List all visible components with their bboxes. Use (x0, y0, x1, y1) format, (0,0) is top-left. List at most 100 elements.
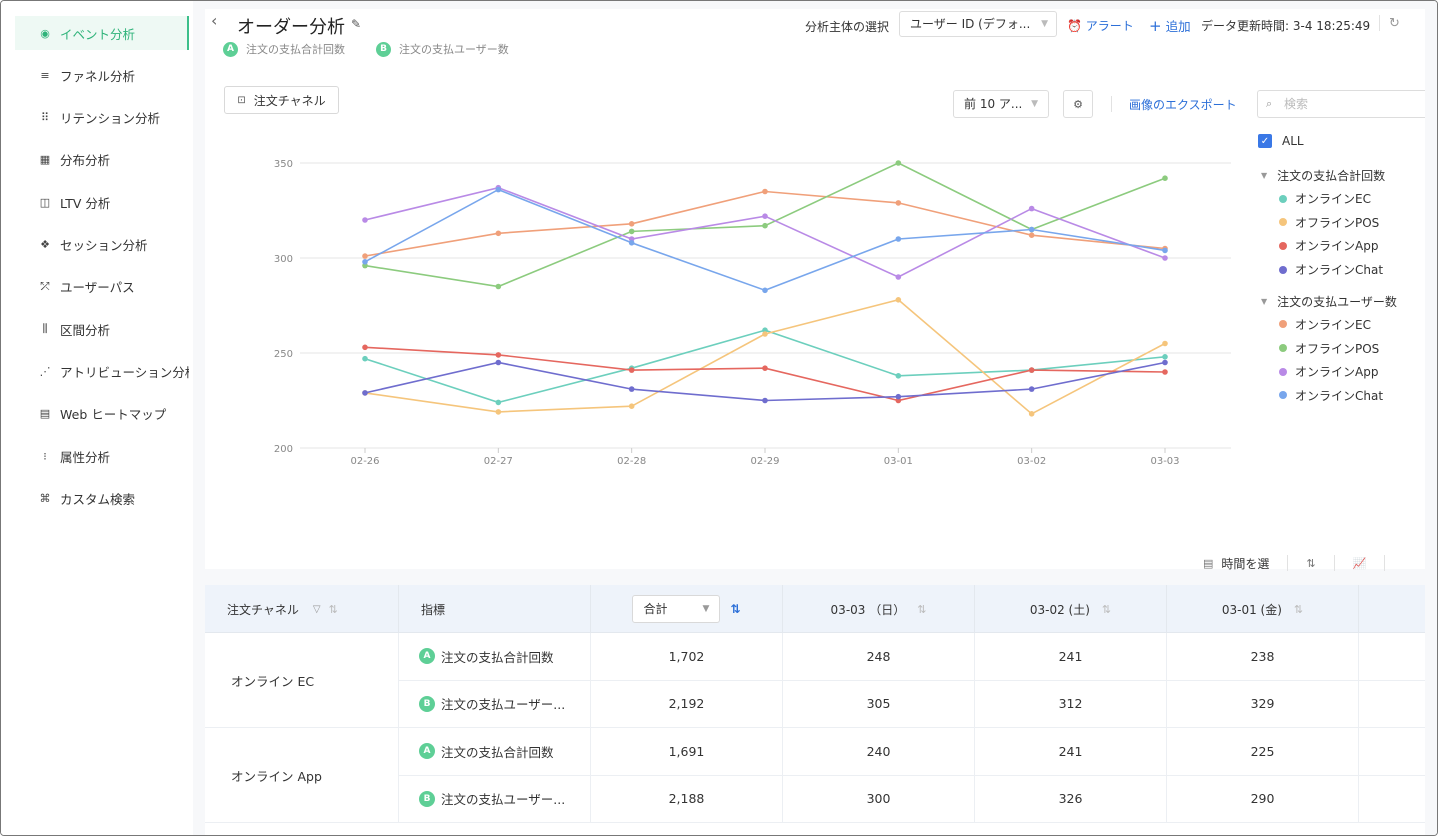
transpose-icon[interactable]: ⇅ (1306, 556, 1316, 570)
sidebar-item-attribute[interactable]: ⁝ 属性分析 (15, 439, 189, 473)
data-point (895, 200, 902, 206)
legend-item[interactable]: オンラインApp (1279, 363, 1378, 380)
table-cell-value: 241 (975, 633, 1167, 681)
collapse-caret-icon: ▼ (1261, 171, 1268, 180)
data-point (1028, 226, 1035, 233)
filter-icon[interactable]: ▽ (312, 603, 321, 615)
chart-toggle-icon[interactable]: 📈 (1352, 556, 1367, 570)
legend-search-input[interactable]: ⌕ 検索 (1257, 90, 1425, 118)
table-cell-metric: B 注文の支払ユーザー... (399, 680, 591, 728)
y-tick-label: 300 (274, 254, 293, 265)
legend-group-header[interactable]: ▼ 注文の支払合計回数 (1257, 167, 1385, 184)
add-label: 追加 (1165, 19, 1191, 34)
data-point (762, 188, 768, 195)
session-icon: ❖ (40, 238, 50, 251)
chevron-down-icon: ▼ (1031, 99, 1038, 109)
subject-label: 分析主体の選択 (805, 20, 890, 34)
legend-item[interactable]: オフラインPOS (1279, 340, 1379, 357)
sort-active-icon[interactable]: ⇅ (730, 602, 741, 616)
metric-name: 注文の支払合計回数 (441, 649, 554, 665)
data-point (1028, 411, 1035, 417)
divider (1287, 555, 1289, 571)
sidebar-item-heatmap[interactable]: ▤ Web ヒートマップ (15, 397, 189, 431)
legend-color-dot (1279, 241, 1287, 250)
sidebar-item-custom-search[interactable]: ⌘ カスタム検索 (15, 481, 189, 515)
sort-icon[interactable]: ⇅ (328, 602, 338, 616)
subject-select[interactable]: ユーザー ID (デフォ... ▼ (899, 11, 1057, 37)
legend-item[interactable]: オフラインPOS (1279, 214, 1379, 231)
column-header-date-2: 03-02 (土) ⇅ (975, 585, 1167, 633)
data-point (1028, 367, 1035, 373)
metric-badge: A (419, 648, 435, 665)
data-point (762, 222, 768, 229)
sidebar-item-interval[interactable]: ⫼ 区間分析 (15, 312, 189, 346)
legend-group-header[interactable]: ▼ 注文の支払ユーザー数 (1257, 293, 1397, 310)
sidebar-item-user-path[interactable]: ⤱ ユーザーパス (15, 270, 189, 304)
sidebar-item-funnel[interactable]: ≡ ファネル分析 (15, 58, 189, 92)
sort-icon[interactable]: ⇅ (1293, 602, 1304, 616)
time-select-button[interactable]: 時間を選 (1221, 556, 1270, 571)
legend-group-label: 注文の支払ユーザー数 (1277, 294, 1397, 309)
sidebar-item-attribution[interactable]: ⋰ アトリビューション分析 (15, 354, 190, 388)
refresh-icon[interactable]: ↻ (1389, 16, 1400, 31)
metric-name: 注文の支払ユーザー... (441, 792, 566, 808)
export-image-button[interactable]: 画像のエクスポート (1129, 98, 1237, 112)
metric-badge-a: A (223, 41, 238, 57)
calendar-icon[interactable]: ▤ (1203, 556, 1214, 570)
retention-icon: ⠿ (40, 111, 50, 125)
legend-item[interactable]: オンラインEC (1279, 316, 1371, 333)
sidebar-item-label: Web ヒートマップ (60, 407, 167, 423)
legend-item[interactable]: オンラインChat (1279, 261, 1383, 278)
sidebar-item-distribution[interactable]: ▦ 分布分析 (15, 143, 189, 177)
table-cell-metric: A 注文の支払合計回数 (399, 633, 591, 681)
column-header-channel: 注文チャネル ▽ ⇅ (205, 585, 399, 633)
metric-tag-b: B 注文の支払ユーザー数 (376, 41, 509, 57)
legend-item[interactable]: オンラインApp (1279, 237, 1378, 254)
metric-label-a: 注文の支払合計回数 (246, 43, 345, 56)
aggregate-select[interactable]: 合計 ▼ (632, 595, 721, 623)
edit-pencil-icon[interactable]: ✎ (351, 17, 362, 31)
group-by-icon: ⊡ (237, 94, 246, 106)
column-header-date-1-label: 03-03 （日） (830, 602, 906, 617)
divider (1111, 96, 1112, 112)
add-button[interactable]: + 追加 (1149, 16, 1191, 35)
sidebar-item-session[interactable]: ❖ セッション分析 (15, 228, 189, 262)
legend-all-toggle[interactable]: ✓ ALL (1258, 134, 1304, 148)
legend-item[interactable]: オンラインChat (1279, 387, 1383, 404)
sidebar-item-label: セッション分析 (60, 238, 148, 253)
metric-name: 注文の支払合計回数 (441, 744, 554, 760)
legend-all-label: ALL (1282, 134, 1304, 148)
top-n-select[interactable]: 前 10 ア... ▼ (953, 90, 1049, 118)
legend-item[interactable]: オンラインEC (1279, 190, 1371, 207)
sidebar-item-retention[interactable]: ⠿ リテンション分析 (15, 101, 189, 135)
metric-name: 注文の支払ユーザー... (441, 697, 566, 713)
legend-item-label: オンラインEC (1295, 317, 1371, 332)
table-cell-value: 326 (975, 775, 1167, 823)
data-point (762, 365, 768, 372)
page-header: ‹ オーダー分析 ✎ A 注文の支払合計回数 B 注文の支払ユーザー数 分析主体… (205, 9, 1425, 69)
data-point (362, 259, 368, 265)
series-line (364, 298, 1166, 415)
x-tick-label: 03-01 (884, 456, 913, 467)
table-cell-value: 300 (783, 775, 975, 823)
legend-item-label: オフラインPOS (1295, 341, 1380, 356)
chart-settings-button[interactable]: ⚙ (1063, 90, 1093, 118)
sort-icon[interactable]: ⇅ (1101, 602, 1112, 616)
subject-select-value: ユーザー ID (デフォ... (910, 17, 1031, 31)
search-icon: ⌕ (1266, 97, 1273, 110)
sort-icon[interactable]: ⇅ (917, 602, 927, 616)
sidebar-item-event-analysis[interactable]: ◉ イベント分析 (15, 16, 189, 50)
sidebar-item-label: アトリビューション分析 (60, 364, 189, 380)
alert-button[interactable]: ⏰ アラート (1067, 17, 1134, 34)
series-line (364, 346, 1166, 402)
data-point (895, 373, 902, 379)
back-chevron-icon[interactable]: ‹ (211, 11, 218, 30)
column-header-date-3-label: 03-01 (金) (1221, 602, 1282, 617)
legend-color-dot (1279, 391, 1287, 400)
data-point (362, 253, 368, 259)
sidebar-item-ltv[interactable]: ◫ LTV 分析 (15, 185, 189, 219)
table-cell-value: 305 (783, 680, 975, 728)
order-channel-button[interactable]: ⊡ 注文チャネル (224, 86, 339, 114)
legend-group-label: 注文の支払合計回数 (1277, 169, 1386, 183)
legend-item-label: オンラインChat (1295, 263, 1384, 278)
